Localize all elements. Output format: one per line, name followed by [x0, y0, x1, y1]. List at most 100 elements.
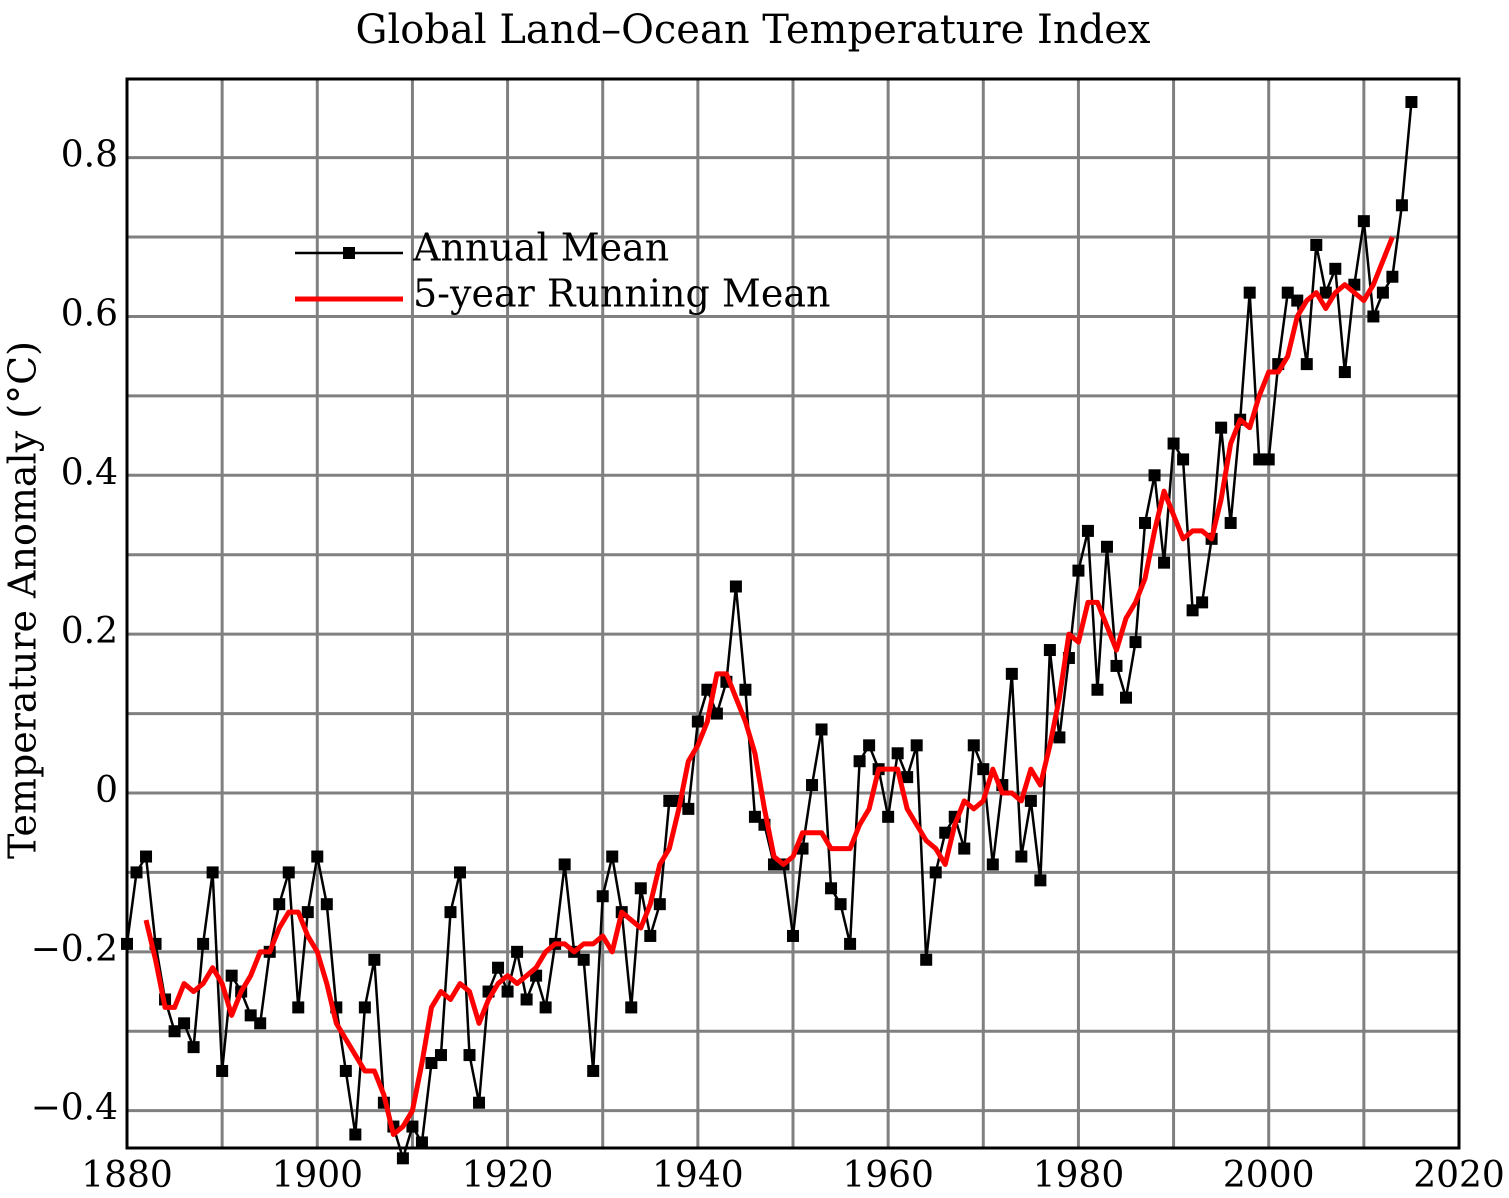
data-point: [606, 850, 619, 863]
legend-marker: [343, 247, 355, 259]
data-point: [634, 882, 647, 895]
data-point: [396, 1152, 409, 1165]
y-tick-label: 0: [95, 770, 118, 811]
data-point: [454, 866, 466, 879]
data-point: [863, 739, 876, 752]
x-tick-label: 1940: [652, 1155, 744, 1196]
data-point: [434, 1049, 447, 1062]
data-point: [1386, 270, 1399, 283]
data-point: [587, 1064, 600, 1077]
data-point: [463, 1049, 476, 1062]
data-point: [1129, 636, 1142, 649]
y-tick-label: 0.4: [61, 452, 118, 493]
data-point: [206, 866, 219, 879]
series-line: [143, 236, 1395, 1137]
data-point: [739, 683, 752, 696]
data-point: [729, 580, 742, 593]
data-point: [1053, 731, 1066, 744]
data-point: [1329, 262, 1342, 275]
data-point: [425, 1057, 438, 1070]
data-point: [1224, 516, 1237, 529]
data-point: [844, 937, 857, 950]
data-point: [1243, 286, 1256, 299]
data-point: [1186, 604, 1199, 617]
data-point: [254, 1017, 267, 1030]
data-point: [216, 1064, 229, 1077]
data-point: [682, 802, 695, 815]
data-point: [339, 1064, 352, 1077]
data-point: [891, 747, 904, 760]
x-tick-label: 2020: [1413, 1155, 1505, 1196]
data-point: [511, 945, 524, 958]
data-point: [415, 1136, 428, 1149]
x-tick-label: 2000: [1223, 1155, 1315, 1196]
data-point: [644, 929, 657, 942]
data-point: [1110, 659, 1123, 672]
data-point: [1043, 644, 1056, 657]
data-point: [1091, 683, 1104, 696]
data-point: [958, 842, 971, 855]
data-point: [806, 779, 819, 792]
data-point: [292, 1001, 305, 1014]
data-point: [1338, 366, 1351, 379]
data-point: [710, 707, 723, 720]
data-point: [1167, 437, 1180, 450]
data-point: [520, 993, 533, 1006]
data-point: [691, 715, 704, 728]
data-point: [1262, 453, 1275, 466]
data-point: [558, 858, 571, 871]
data-point: [1158, 556, 1171, 569]
data-point: [787, 929, 799, 942]
data-point: [1015, 850, 1028, 863]
data-point: [967, 739, 980, 752]
data-point: [910, 739, 923, 752]
data-point: [140, 850, 153, 863]
data-point: [501, 985, 514, 998]
data-point: [1072, 564, 1085, 577]
data-point: [225, 969, 238, 982]
data-point: [1005, 667, 1018, 680]
data-point: [168, 1025, 181, 1038]
x-tick-label: 1920: [462, 1155, 554, 1196]
y-tick-label: −0.2: [31, 929, 118, 970]
data-point: [1300, 358, 1313, 371]
data-point: [1177, 453, 1190, 466]
data-point: [1100, 540, 1113, 553]
data-point: [825, 882, 838, 895]
data-point: [939, 826, 952, 839]
data-point: [358, 1001, 371, 1014]
x-tick-label: 1900: [271, 1155, 363, 1196]
x-tick-label: 1980: [1033, 1155, 1125, 1196]
data-point: [273, 898, 286, 911]
data-point: [653, 898, 666, 911]
data-point: [1405, 96, 1418, 109]
data-point: [349, 1128, 362, 1141]
data-point: [1120, 691, 1132, 704]
series-line: [125, 101, 1413, 1160]
data-point: [197, 937, 210, 950]
data-point: [187, 1041, 200, 1054]
data-point: [986, 858, 999, 871]
legend-label: Annual Mean: [412, 226, 669, 270]
data-point: [977, 763, 990, 776]
data-point: [1281, 286, 1294, 299]
data-point: [282, 866, 295, 879]
data-point: [901, 771, 914, 784]
data-point: [244, 1009, 257, 1022]
data-point: [1139, 516, 1152, 529]
data-point: [853, 755, 866, 768]
data-point: [1291, 294, 1304, 307]
y-tick-label: 0.6: [61, 293, 118, 334]
data-point: [368, 953, 381, 966]
data-point: [1034, 874, 1047, 887]
x-tick-label: 1880: [81, 1155, 173, 1196]
data-point: [596, 890, 609, 903]
data-point: [1253, 453, 1266, 466]
data-point: [406, 1120, 419, 1133]
data-point: [1367, 310, 1380, 323]
data-point: [663, 794, 676, 807]
data-point: [1319, 286, 1332, 299]
data-point: [301, 906, 314, 919]
data-point: [1024, 794, 1037, 807]
